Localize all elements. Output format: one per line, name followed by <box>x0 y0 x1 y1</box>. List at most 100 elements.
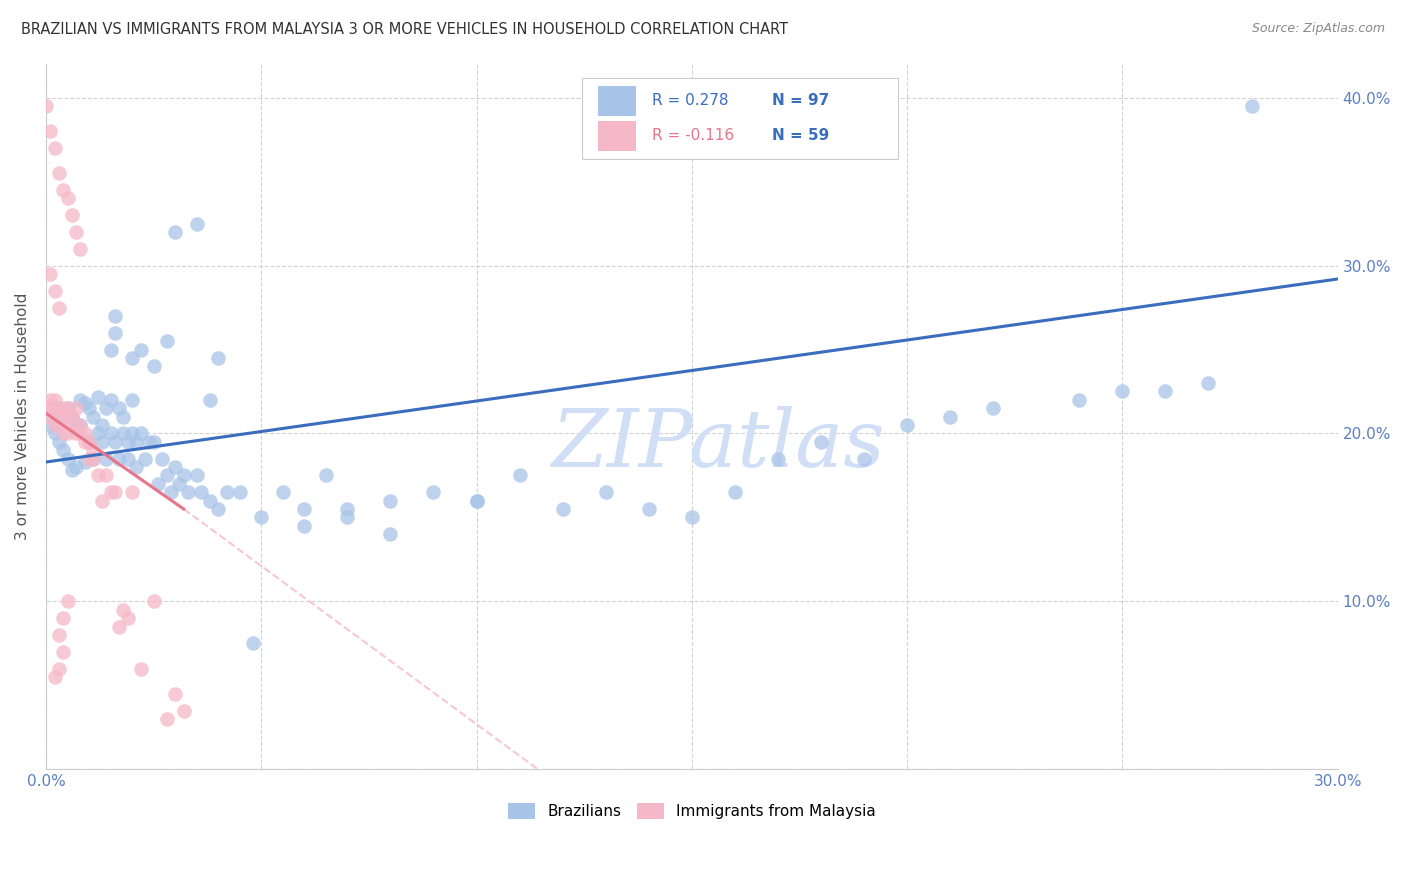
Text: ZIPatlas: ZIPatlas <box>551 406 884 483</box>
Point <box>48 662 70 676</box>
Point <box>56 409 79 424</box>
Point <box>939 409 962 424</box>
Point <box>551 502 574 516</box>
Point <box>853 451 876 466</box>
Point <box>60 409 83 424</box>
Point <box>250 510 273 524</box>
Point <box>48 418 70 433</box>
Point <box>1069 392 1091 407</box>
Point <box>56 191 79 205</box>
Point <box>155 334 177 348</box>
Point <box>207 502 229 516</box>
Point <box>86 390 108 404</box>
Point <box>48 301 70 315</box>
Point <box>112 426 135 441</box>
Point <box>39 267 62 281</box>
Point <box>724 485 747 500</box>
Point <box>69 426 91 441</box>
Point <box>380 527 402 541</box>
Point <box>100 426 122 441</box>
Point <box>1240 99 1263 113</box>
Point <box>96 401 118 416</box>
Point <box>121 351 143 365</box>
Point <box>56 451 79 466</box>
Point <box>60 463 83 477</box>
Point <box>190 485 212 500</box>
Point <box>44 141 66 155</box>
Point <box>160 485 183 500</box>
Point <box>129 343 152 357</box>
Point <box>336 510 359 524</box>
Point <box>422 485 444 500</box>
Point <box>896 418 918 433</box>
FancyBboxPatch shape <box>582 78 898 160</box>
Point <box>82 451 104 466</box>
Point <box>65 426 87 441</box>
Point <box>73 434 96 449</box>
Point <box>39 124 62 138</box>
Point <box>69 418 91 433</box>
Text: N = 59: N = 59 <box>772 128 830 144</box>
Point <box>52 443 75 458</box>
Point <box>121 485 143 500</box>
FancyBboxPatch shape <box>598 121 637 151</box>
Point <box>108 401 131 416</box>
Point <box>142 594 165 608</box>
Point <box>104 309 127 323</box>
Point <box>104 434 127 449</box>
Point <box>125 434 148 449</box>
Point <box>69 418 91 433</box>
Point <box>39 409 62 424</box>
Point <box>77 451 100 466</box>
Point <box>91 418 114 433</box>
Point <box>44 284 66 298</box>
Point <box>117 611 139 625</box>
Point <box>637 502 659 516</box>
Point <box>48 401 70 416</box>
Point <box>465 493 488 508</box>
Point <box>73 396 96 410</box>
Point <box>100 392 122 407</box>
Point <box>228 485 250 500</box>
Point <box>142 359 165 374</box>
Point <box>125 460 148 475</box>
Point <box>73 455 96 469</box>
Point <box>65 401 87 416</box>
Point <box>155 468 177 483</box>
Point <box>100 485 122 500</box>
Point <box>44 401 66 416</box>
Point <box>810 434 832 449</box>
Point <box>65 418 87 433</box>
Point <box>96 451 118 466</box>
Point <box>48 166 70 180</box>
Point <box>44 418 66 433</box>
Point <box>35 99 58 113</box>
Point <box>165 225 187 239</box>
Point <box>56 401 79 416</box>
Point <box>142 434 165 449</box>
Point <box>104 485 127 500</box>
Point <box>766 451 789 466</box>
Point <box>52 401 75 416</box>
Point <box>69 392 91 407</box>
Point <box>380 493 402 508</box>
Point <box>117 434 139 449</box>
Point <box>44 426 66 441</box>
Point <box>186 468 208 483</box>
Point <box>117 451 139 466</box>
Point <box>100 343 122 357</box>
Point <box>82 409 104 424</box>
Legend: Brazilians, Immigrants from Malaysia: Brazilians, Immigrants from Malaysia <box>502 797 882 825</box>
Point <box>681 510 703 524</box>
Point <box>292 518 315 533</box>
Point <box>509 468 531 483</box>
Point <box>48 628 70 642</box>
Point <box>39 418 62 433</box>
Point <box>129 662 152 676</box>
Point <box>207 351 229 365</box>
Text: Source: ZipAtlas.com: Source: ZipAtlas.com <box>1251 22 1385 36</box>
Point <box>91 434 114 449</box>
Point <box>1198 376 1220 390</box>
Point <box>65 460 87 475</box>
Point <box>96 468 118 483</box>
